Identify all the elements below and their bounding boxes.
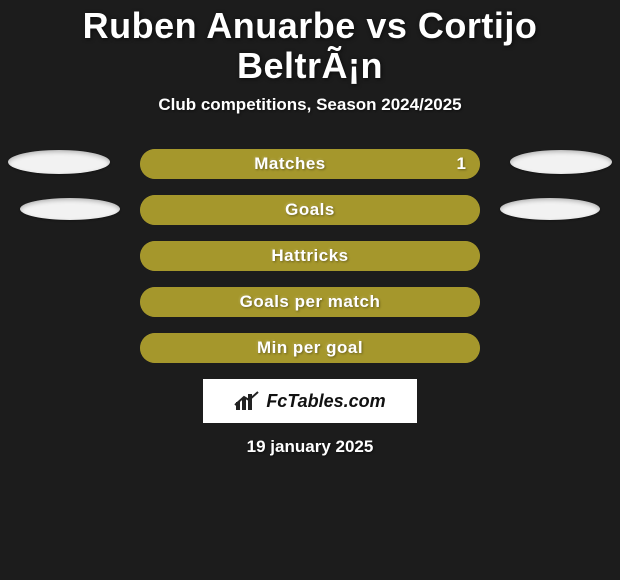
- snapshot-date: 19 january 2025: [0, 437, 620, 457]
- stat-row: Goals: [0, 195, 620, 225]
- stat-label: Goals per match: [240, 292, 381, 312]
- stat-bar: Hattricks: [140, 241, 480, 271]
- player-left-oval: [20, 198, 120, 220]
- stat-row: Min per goal: [0, 333, 620, 363]
- stat-label: Goals: [285, 200, 335, 220]
- stat-bar: Goals: [140, 195, 480, 225]
- stat-row: Matches 1: [0, 149, 620, 179]
- stat-label: Matches: [254, 154, 326, 174]
- player-left-oval: [8, 150, 110, 174]
- page-subtitle: Club competitions, Season 2024/2025: [0, 95, 620, 115]
- player-right-oval: [500, 198, 600, 220]
- stat-bar: Goals per match: [140, 287, 480, 317]
- page-title: Ruben Anuarbe vs Cortijo BeltrÃ¡n: [0, 0, 620, 87]
- stat-label: Min per goal: [257, 338, 363, 358]
- stat-bar: Matches 1: [140, 149, 480, 179]
- stat-row: Goals per match: [0, 287, 620, 317]
- logo-text: FcTables.com: [266, 391, 385, 412]
- stat-bar: Min per goal: [140, 333, 480, 363]
- stat-row: Hattricks: [0, 241, 620, 271]
- barchart-icon: [234, 390, 260, 412]
- player-right-oval: [510, 150, 612, 174]
- stat-right-value: 1: [457, 154, 466, 174]
- stat-label: Hattricks: [271, 246, 348, 266]
- comparison-chart: Matches 1 Goals Hattricks Goals per match Min…: [0, 149, 620, 363]
- fctables-logo: FcTables.com: [203, 379, 417, 423]
